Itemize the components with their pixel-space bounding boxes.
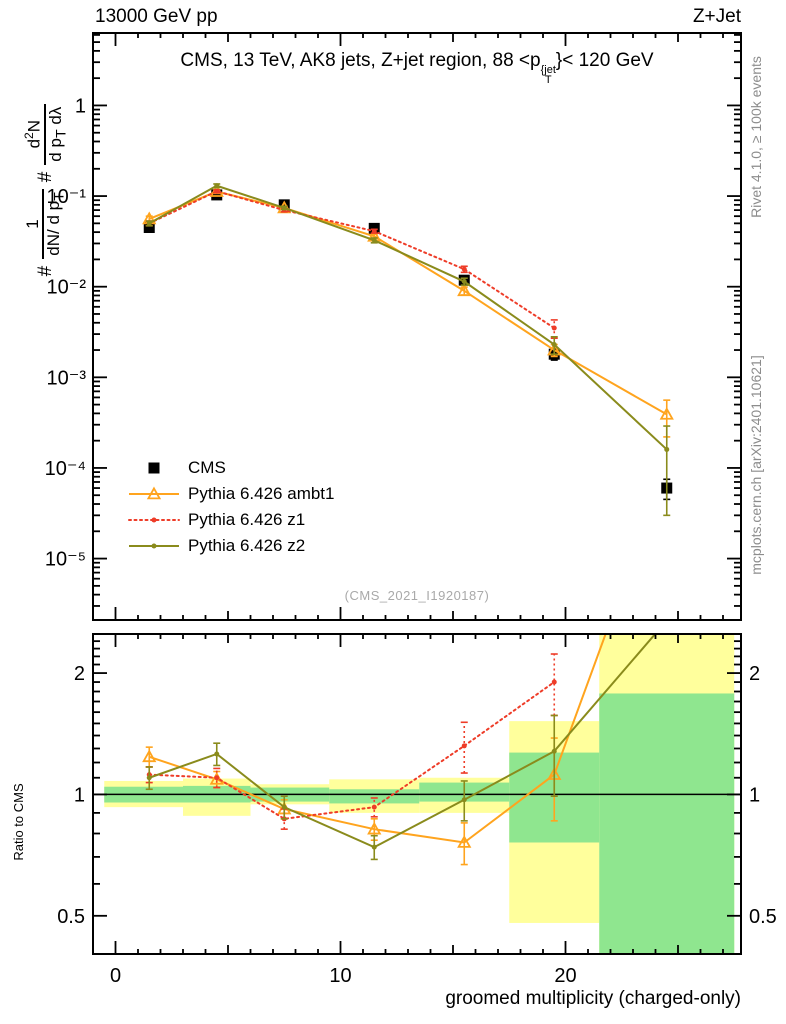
data-point-dot	[214, 775, 220, 781]
data-point-dot	[551, 748, 557, 754]
rivet-version-note: Rivet 4.1.0, ≥ 100k events	[748, 56, 764, 218]
series-pythia-6-426-z1	[145, 188, 558, 340]
axis-tick-label: 10⁻²	[47, 277, 87, 299]
data-point-square	[211, 189, 223, 201]
plot-title: CMS, 13 TeV, AK8 jets, Z+jet region, 88 …	[93, 50, 741, 86]
data-point-triangle	[457, 283, 472, 297]
data-point-dot	[371, 228, 377, 234]
data-point-dot	[551, 342, 557, 348]
data-point-triangle	[209, 771, 224, 785]
series-pythia-6-426-z2	[145, 635, 656, 861]
axis-tick-label: 20	[554, 965, 576, 987]
legend: CMS Pythia 6.426 ambt1 Pythia 6.426 z1 Pyth…	[128, 455, 334, 559]
series-line	[148, 184, 668, 451]
axis-tick-label: 10⁻³	[47, 367, 87, 389]
axis-tick-label: 0	[110, 965, 121, 987]
data-point-dot	[214, 183, 220, 189]
data-point-dot	[214, 751, 220, 757]
data-point-dot	[551, 679, 557, 685]
fraction-1: 1 dN/ d pT	[22, 189, 69, 259]
process-label: Z+Jet	[692, 6, 741, 27]
data-point-dot	[281, 205, 287, 211]
data-point-dot	[214, 188, 220, 194]
axis-tick-label: 2	[74, 663, 85, 685]
plot-title-suffix: }< 120 GeV	[555, 50, 654, 71]
axis-tick-label: 10⁻⁵	[45, 549, 86, 571]
ratio-panel-frame	[92, 633, 742, 955]
axis-tick-label: 1	[75, 95, 86, 117]
data-point-square	[143, 221, 155, 233]
data-point-dot	[281, 804, 287, 810]
data-point-triangle	[142, 749, 157, 763]
data-point-square	[278, 199, 290, 211]
legend-item: Pythia 6.426 z2	[128, 533, 334, 559]
legend-label: Pythia 6.426 z2	[188, 536, 306, 555]
legend-label: Pythia 6.426 ambt1	[188, 484, 335, 503]
plot-title-sup: {jet	[540, 64, 556, 76]
series-pythia-6-426-ambt1	[142, 184, 674, 438]
data-point-dot	[371, 804, 377, 810]
data-point-dot	[146, 220, 152, 226]
axis-tick-label: 1	[74, 784, 85, 806]
series-line	[148, 190, 668, 416]
main-panel-frame	[92, 32, 742, 621]
legend-label: CMS	[188, 458, 226, 477]
analysis-id-watermark: (CMS_2021_I1920187)	[344, 588, 490, 603]
legend-marker	[128, 517, 180, 523]
fraction-2: d2N d pT dλ	[20, 103, 71, 165]
ratio-axis-title: Ratio to CMS	[11, 783, 26, 861]
axis-tick-label: 2	[749, 663, 760, 685]
data-point-dot	[146, 775, 152, 781]
y-axis-title: # 1 dN/ d pT # d2N d pT dλ	[1, 0, 91, 380]
axis-tick-label: 10	[329, 965, 351, 987]
data-point-triangle	[367, 821, 382, 835]
data-point-triangle	[457, 835, 472, 848]
legend-item: Pythia 6.426 ambt1	[128, 481, 334, 507]
mcplots-reference-note: mcplots.cern.ch [arXiv:2401.10621]	[748, 355, 764, 575]
data-point-triangle	[659, 406, 674, 420]
axis-tick-label: 10⁻⁴	[45, 458, 86, 480]
data-point-dot	[371, 844, 377, 850]
x-axis-title: groomed multiplicity (charged-only)	[445, 988, 741, 1009]
series-cms	[143, 189, 673, 501]
plot-title-sub: T	[544, 74, 552, 86]
plot-title-text: CMS, 13 TeV, AK8 jets, Z+jet region, 88 …	[180, 50, 541, 71]
legend-marker	[129, 543, 179, 549]
axis-tick-label: 1	[749, 784, 760, 806]
hash-symbol: #	[35, 265, 56, 277]
data-point-dot	[461, 279, 467, 285]
data-point-dot	[664, 446, 670, 452]
legend-item: CMS	[128, 455, 334, 481]
series-line	[148, 190, 556, 330]
beam-energy-label: 13000 GeV pp	[95, 6, 218, 27]
axis-tick-label: 10⁻¹	[47, 186, 87, 208]
axis-tick-label: 0.5	[749, 906, 777, 928]
data-point-square	[368, 222, 380, 234]
legend-marker	[148, 462, 160, 474]
legend-item: Pythia 6.426 z1	[128, 507, 334, 533]
series-line	[148, 681, 556, 820]
data-point-dot	[461, 743, 467, 749]
series-pythia-6-426-z2	[145, 183, 671, 517]
legend-marker	[129, 486, 179, 500]
data-point-dot	[461, 266, 467, 272]
data-point-dot	[551, 325, 557, 331]
legend-label: Pythia 6.426 z1	[188, 510, 306, 529]
ratio-uncertainty-band-green	[599, 693, 735, 954]
axis-tick-label: 0.5	[57, 906, 85, 928]
hash-symbol: #	[35, 171, 56, 183]
data-point-dot	[371, 237, 377, 243]
data-point-dot	[461, 797, 467, 803]
